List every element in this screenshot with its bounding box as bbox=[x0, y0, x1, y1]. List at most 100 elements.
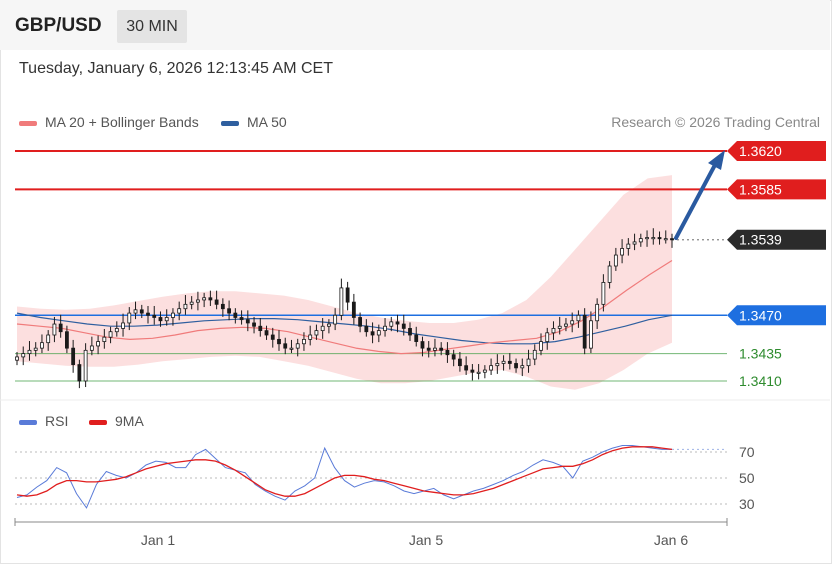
candle-body bbox=[620, 248, 624, 256]
x-tick-label: Jan 1 bbox=[141, 532, 175, 548]
x-tick-label: Jan 6 bbox=[654, 532, 688, 548]
ma20-swatch bbox=[19, 120, 37, 126]
rsi-swatch bbox=[19, 419, 37, 425]
candle-body bbox=[501, 360, 506, 364]
rsi-tick-label: 30 bbox=[739, 496, 755, 512]
candle-body bbox=[33, 347, 38, 351]
candle-body bbox=[489, 365, 493, 371]
candle-body bbox=[139, 309, 144, 314]
legend-ma20: MA 20 + Bollinger Bands bbox=[19, 114, 199, 130]
candle-body bbox=[451, 354, 456, 360]
pivot-level-tag bbox=[727, 305, 826, 326]
candle-body bbox=[564, 323, 568, 327]
candle-body bbox=[214, 299, 219, 305]
candle-body bbox=[358, 317, 362, 327]
candle-body bbox=[670, 238, 674, 241]
candle-body bbox=[146, 312, 150, 316]
candle-body bbox=[383, 325, 387, 332]
symbol-title: GBP/USD bbox=[15, 15, 102, 36]
candle-body bbox=[65, 331, 69, 349]
candle-body bbox=[645, 237, 649, 240]
legend-9ma: 9MA bbox=[89, 413, 144, 429]
candle-body bbox=[127, 312, 132, 324]
timeframe-button[interactable]: 30 MIN bbox=[117, 10, 187, 43]
candle-body bbox=[613, 254, 618, 267]
resistance-level-tag bbox=[727, 141, 826, 161]
candle-body bbox=[601, 282, 606, 305]
candle-body bbox=[545, 332, 550, 342]
candle-body bbox=[426, 347, 431, 351]
candle-body bbox=[458, 358, 462, 367]
candle-body bbox=[270, 334, 275, 340]
candle-body bbox=[570, 320, 575, 325]
candle-body bbox=[302, 338, 306, 345]
candle-body bbox=[520, 365, 525, 369]
current-level-label: 1.3539 bbox=[739, 232, 782, 248]
candle-body bbox=[314, 330, 319, 336]
candle-body bbox=[202, 297, 207, 301]
pivot-level-label: 1.3470 bbox=[739, 307, 782, 323]
candle-body bbox=[252, 322, 256, 327]
legend-ma50: MA 50 bbox=[221, 114, 287, 130]
candle-body bbox=[152, 314, 157, 318]
candle-body bbox=[439, 347, 444, 351]
candle-body bbox=[77, 364, 82, 382]
candle-body bbox=[233, 312, 238, 318]
candle-body bbox=[607, 265, 612, 283]
rsi-tick-label: 70 bbox=[739, 444, 755, 460]
forecast-arrow-shaft bbox=[674, 161, 718, 240]
candle-body bbox=[177, 308, 182, 314]
candle-body bbox=[632, 241, 637, 245]
candle-body bbox=[133, 309, 138, 314]
candle-body bbox=[638, 238, 643, 243]
candle-body bbox=[96, 341, 100, 347]
candle-body bbox=[345, 287, 350, 303]
candle-body bbox=[320, 325, 325, 332]
candle-body bbox=[40, 342, 44, 349]
9ma-swatch bbox=[89, 419, 107, 425]
ma50-swatch bbox=[221, 120, 239, 126]
rsi-9ma-line bbox=[16, 446, 673, 497]
candle-body bbox=[482, 369, 487, 373]
candle-body bbox=[414, 334, 419, 342]
candle-body bbox=[89, 345, 94, 351]
candle-body bbox=[283, 343, 288, 349]
candle-body bbox=[464, 365, 469, 371]
ma20-legend-label: MA 20 + Bollinger Bands bbox=[45, 114, 199, 130]
candle-body bbox=[333, 314, 338, 325]
candle-body bbox=[21, 353, 26, 358]
candle-body bbox=[108, 331, 113, 338]
resistance-level-label: 1.3585 bbox=[739, 181, 782, 197]
candle-body bbox=[289, 347, 294, 350]
candle-body bbox=[114, 328, 119, 333]
candle-body bbox=[264, 330, 269, 336]
resistance-level-label: 1.3620 bbox=[739, 143, 782, 159]
bollinger-band bbox=[17, 175, 672, 390]
candle-body bbox=[389, 321, 394, 327]
rsi-line bbox=[16, 445, 672, 509]
candle-body bbox=[327, 323, 331, 327]
candle-body bbox=[476, 371, 481, 374]
rsi-tick-label: 50 bbox=[739, 470, 755, 486]
candle-body bbox=[46, 334, 51, 344]
candle-body bbox=[657, 237, 662, 240]
candle-body bbox=[576, 314, 581, 322]
candle-body bbox=[171, 312, 175, 318]
candle-body bbox=[551, 328, 556, 334]
candle-body bbox=[220, 303, 225, 310]
candle-body bbox=[370, 331, 375, 336]
candle-body bbox=[15, 356, 19, 361]
forecast-arrow-head bbox=[708, 150, 725, 170]
x-tick-label: Jan 5 bbox=[409, 532, 443, 548]
timestamp: Tuesday, January 6, 2026 12:13:45 AM CET bbox=[19, 60, 333, 77]
candle-body bbox=[495, 363, 500, 367]
candle-body bbox=[208, 297, 213, 301]
legend-rsi: RSI bbox=[19, 413, 68, 429]
candle-body bbox=[420, 341, 425, 349]
candle-body bbox=[514, 363, 518, 369]
candle-body bbox=[364, 325, 369, 333]
candle-body bbox=[83, 349, 88, 382]
candle-body bbox=[433, 347, 437, 351]
candle-body bbox=[595, 303, 600, 322]
